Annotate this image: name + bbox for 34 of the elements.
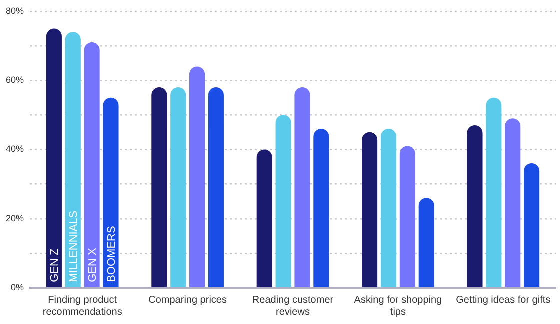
bar <box>524 164 540 288</box>
series-label: BOOMERS <box>106 226 118 282</box>
series-label: GEN X <box>87 248 100 282</box>
x-tick-label: Asking for shopping tips <box>354 294 442 318</box>
y-tick-label: 20% <box>6 213 24 224</box>
y-tick-label: 0% <box>11 282 24 292</box>
bar <box>362 132 378 288</box>
bar <box>190 66 206 288</box>
bar <box>208 87 224 288</box>
bar <box>505 118 521 288</box>
bar <box>467 126 483 288</box>
y-tick-label: 40% <box>6 144 24 154</box>
bar <box>276 115 292 288</box>
bar <box>46 28 62 288</box>
bar <box>65 32 81 288</box>
bar <box>418 198 434 288</box>
series-label: GEN Z <box>49 248 62 282</box>
x-tick-label: Getting ideas for gifts <box>456 294 551 306</box>
bar <box>294 87 310 288</box>
y-tick-label: 80% <box>6 6 24 16</box>
x-tick-label: Comparing prices <box>148 294 227 306</box>
y-tick-label: 60% <box>6 75 24 86</box>
bar <box>103 98 119 288</box>
bar <box>314 128 330 288</box>
x-tick-label: Reading customer reviews <box>252 294 334 318</box>
bar <box>256 150 272 288</box>
series-label: MILLENNIALS <box>68 210 80 282</box>
bar <box>380 128 396 288</box>
bar <box>84 42 100 288</box>
bar <box>486 98 502 288</box>
bar <box>152 87 168 288</box>
x-tick-label: Finding product recommendations <box>42 294 122 318</box>
bar <box>170 87 186 288</box>
bar <box>400 146 416 288</box>
